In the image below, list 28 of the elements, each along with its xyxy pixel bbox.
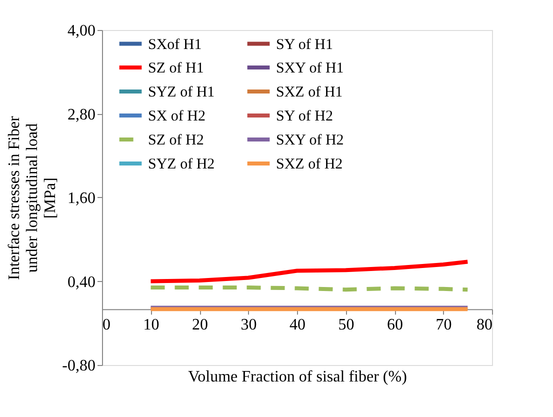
y-tick-label: 2,80 xyxy=(68,106,96,124)
legend-label: SXof H1 xyxy=(148,36,202,53)
legend-label: SYZ of H1 xyxy=(148,84,215,100)
legend-label: SY of H2 xyxy=(276,108,333,124)
y-tick-label: 0,40 xyxy=(68,274,96,291)
x-tick-label: 10 xyxy=(143,316,160,334)
legend-label: SYZ of H2 xyxy=(148,156,215,172)
x-tick-label: 0 xyxy=(102,316,110,334)
x-axis-title: Volume Fraction of sisal fiber (%) xyxy=(188,368,407,386)
legend-label: SXY of H1 xyxy=(276,60,344,76)
y-axis-title: Interface stresses in Fiber under longitudinal load [MPa] xyxy=(6,115,60,280)
legend-label: SX of H2 xyxy=(148,108,206,124)
x-tick-label: 30 xyxy=(240,316,257,334)
legend-label: SZ of H1 xyxy=(148,60,204,76)
x-tick-label: 20 xyxy=(192,316,208,334)
legend-label: SZ of H2 xyxy=(148,132,204,148)
legend-label: SXZ of H1 xyxy=(276,84,343,100)
legend-label: SY of H1 xyxy=(276,36,333,53)
x-tick-label: 50 xyxy=(338,316,354,334)
y-tick-label: -0,80 xyxy=(62,358,96,374)
y-tick-label: 4,00 xyxy=(68,22,96,40)
x-tick-label: 40 xyxy=(290,316,306,334)
y-tick-label: 1,60 xyxy=(68,190,96,207)
legend-label: SXZ of H2 xyxy=(276,156,343,172)
x-tick-label: 80 xyxy=(476,316,492,334)
x-tick-label: 70 xyxy=(436,316,452,334)
legend-label: SXY of H2 xyxy=(276,132,344,148)
x-tick-label: 60 xyxy=(387,316,403,334)
